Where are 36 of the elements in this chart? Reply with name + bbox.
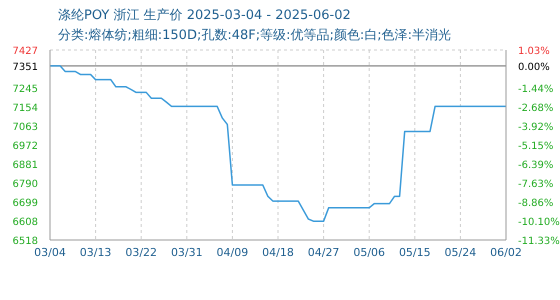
y-tick-label: 6790 <box>12 179 38 190</box>
y-tick-label: 7063 <box>12 122 38 134</box>
y2-tick-label: 1.03% <box>518 46 550 57</box>
x-tick-label: 03/13 <box>80 246 112 259</box>
x-tick-label: 05/24 <box>444 246 476 259</box>
chart-subtitle: 分类:熔体纺;粗细:150D;孔数:48F;等级:优等品;颜色:白;色泽:半消光 <box>58 27 452 44</box>
x-tick-label: 06/02 <box>490 246 522 259</box>
x-tick-label: 03/04 <box>34 246 66 259</box>
y2-tick-label: -2.68% <box>518 103 554 114</box>
y-tick-label: 6518 <box>12 236 38 247</box>
y-tick-label: 6699 <box>12 198 38 210</box>
y-tick-label: 6608 <box>12 217 38 228</box>
y2-tick-label: -3.92% <box>518 122 554 134</box>
y2-tick-label: -8.86% <box>518 198 554 210</box>
x-tick-label: 03/22 <box>125 246 158 259</box>
line-series <box>50 65 506 222</box>
y-tick-label: 7427 <box>12 46 38 57</box>
y-tick-label: 7351 <box>12 62 38 73</box>
y2-tick-label: -10.10% <box>518 217 560 228</box>
x-tick-label: 05/06 <box>353 246 386 259</box>
chart-title: 涤纶POY 浙江 生产价 2025-03-04 - 2025-06-02 <box>58 7 351 24</box>
x-tick-label: 03/31 <box>170 246 203 259</box>
y2-tick-label: -6.39% <box>518 160 554 172</box>
x-tick-label: 05/15 <box>398 246 431 259</box>
y-tick-label: 7245 <box>12 84 38 96</box>
x-tick-label: 04/18 <box>262 246 294 259</box>
y2-tick-label: -5.15% <box>518 141 554 152</box>
y2-tick-label: -7.63% <box>518 179 554 190</box>
x-tick-label: 04/27 <box>308 246 340 259</box>
y2-tick-label: -1.44% <box>518 84 554 95</box>
y-tick-label: 6972 <box>12 141 38 152</box>
y2-tick-label: -11.33% <box>518 236 560 247</box>
y-tick-label: 6881 <box>12 160 38 172</box>
x-tick-label: 04/09 <box>216 246 248 259</box>
y2-tick-label: 0.00% <box>518 62 550 73</box>
y-tick-label: 7154 <box>12 103 38 114</box>
